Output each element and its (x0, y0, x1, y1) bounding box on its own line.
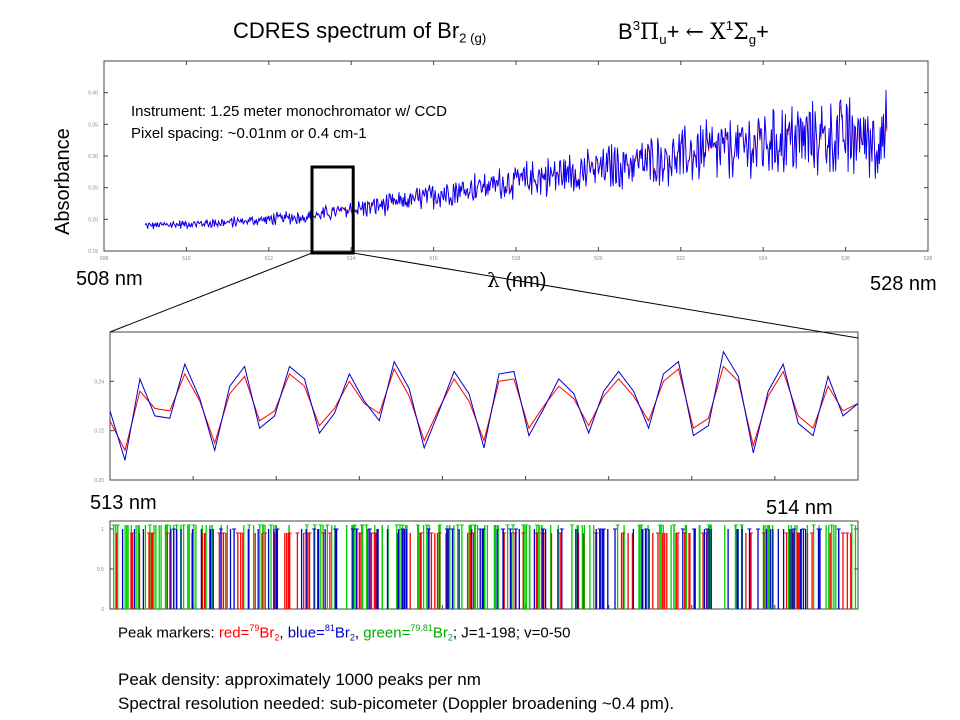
peak-density-note: Peak density: approximately 1000 peaks p… (118, 670, 481, 689)
zoom-series-red (109, 365, 859, 452)
legend-blue-sup: 81 (324, 623, 335, 633)
zoom-series-blue (109, 350, 859, 461)
overview-xtick-label: 508 (100, 256, 109, 262)
overview-ytick-label: 0.30 (88, 154, 98, 160)
legend-sep1: , (279, 624, 288, 642)
zoom-plot-frame (109, 331, 859, 481)
x-axis-unit: (nm) (505, 270, 547, 292)
markers-ytick-label: 0.5 (97, 567, 104, 573)
upper-state-plus: + (666, 19, 680, 45)
lower-state-sym: Σ (733, 20, 749, 46)
label-514nm: 514 nm (766, 497, 833, 519)
overview-xtick-label: 518 (512, 256, 521, 262)
legend-red-species: Br (259, 624, 275, 642)
zoom-connector-left (109, 252, 313, 333)
upper-state-sub: u (659, 31, 667, 47)
overview-ytick-label: 0.15 (88, 249, 98, 255)
peak-marker-legend: Peak markers: red=79Br2, blue=81Br2, gre… (118, 623, 570, 642)
overview-xtick-label: 526 (841, 256, 850, 262)
lower-state-sup: 1 (725, 18, 734, 33)
legend-green-species: Br (432, 624, 448, 642)
overview-xtick-label: 528 (924, 256, 933, 262)
lower-state: X (710, 20, 726, 46)
overview-series-blue (144, 89, 888, 230)
legend-red-label: red= (218, 624, 250, 642)
instrument-line: Instrument: 1.25 meter monochromator w/ … (131, 103, 447, 120)
lower-state-plus: + (756, 19, 769, 45)
legend-blue-sub: 2 (349, 632, 355, 643)
lower-state-sub: g (748, 31, 757, 47)
overview-xtick-label: 510 (182, 256, 191, 262)
legend-prefix: Peak markers: (118, 624, 219, 642)
lambda-symbol: λ (487, 268, 500, 292)
upper-state-sup: 3 (632, 18, 641, 33)
title-main: CDRES spectrum of Br (233, 18, 460, 43)
overview-xtick-label: 524 (759, 256, 768, 262)
zoom-region-box (310, 165, 355, 255)
markers-plot-frame (109, 520, 859, 610)
legend-sep2: , (354, 624, 364, 642)
overview-xtick-label: 514 (347, 256, 356, 262)
upper-state-sym: Π (640, 20, 660, 46)
label-528nm: 528 nm (870, 273, 937, 295)
chart-title: CDRES spectrum of Br2 (g) (233, 18, 486, 46)
overview-ytick-label: 0.25 (88, 186, 98, 192)
upper-state: B (618, 19, 633, 45)
legend-blue-label: blue= (287, 624, 325, 642)
overview-xtick-label: 512 (265, 256, 274, 262)
overview-xtick-label: 522 (677, 256, 686, 262)
overview-ytick-label: 0.40 (88, 91, 98, 97)
instrument-annotation: Instrument: 1.25 meter monochromator w/ … (131, 101, 447, 145)
legend-green-sup: 79,81 (410, 623, 433, 633)
legend-blue-species: Br (334, 624, 350, 642)
markers-ytick-label: 1 (101, 527, 104, 533)
zoom-ytick-label: 0.20 (94, 478, 104, 484)
zoom-connector-right (353, 252, 859, 339)
overview-ytick-label: 0.20 (88, 217, 98, 223)
legend-green-sub: 2 (447, 632, 453, 643)
legend-suffix: ; J=1-198; v=0-50 (452, 624, 571, 642)
label-508nm: 508 nm (76, 268, 143, 290)
transition-arrow: ← (685, 20, 704, 46)
overview-xtick-label: 516 (429, 256, 438, 262)
zoom-ytick-label: 0.24 (94, 379, 104, 385)
overview-xtick-label: 520 (594, 256, 603, 262)
zoom-ytick-label: 0.22 (94, 429, 104, 435)
transition-label: B3Πu+ ← X1Σg+ (618, 18, 769, 47)
x-axis-label: λ (nm) (487, 268, 546, 293)
pixel-spacing-line: Pixel spacing: ~0.01nm or 0.4 cm-1 (131, 125, 367, 142)
legend-red-sup: 79 (249, 623, 260, 633)
title-subscript: 2 (g) (459, 30, 487, 46)
resolution-note: Spectral resolution needed: sub-picomete… (118, 694, 675, 713)
notes: Peak density: approximately 1000 peaks p… (118, 668, 674, 716)
overview-plot-frame (103, 60, 929, 252)
markers-ytick-label: 0 (101, 607, 104, 613)
legend-green-label: green= (363, 624, 411, 642)
overview-ytick-label: 0.35 (88, 122, 98, 128)
label-513nm: 513 nm (90, 492, 157, 514)
legend-red-sub: 2 (274, 632, 280, 643)
